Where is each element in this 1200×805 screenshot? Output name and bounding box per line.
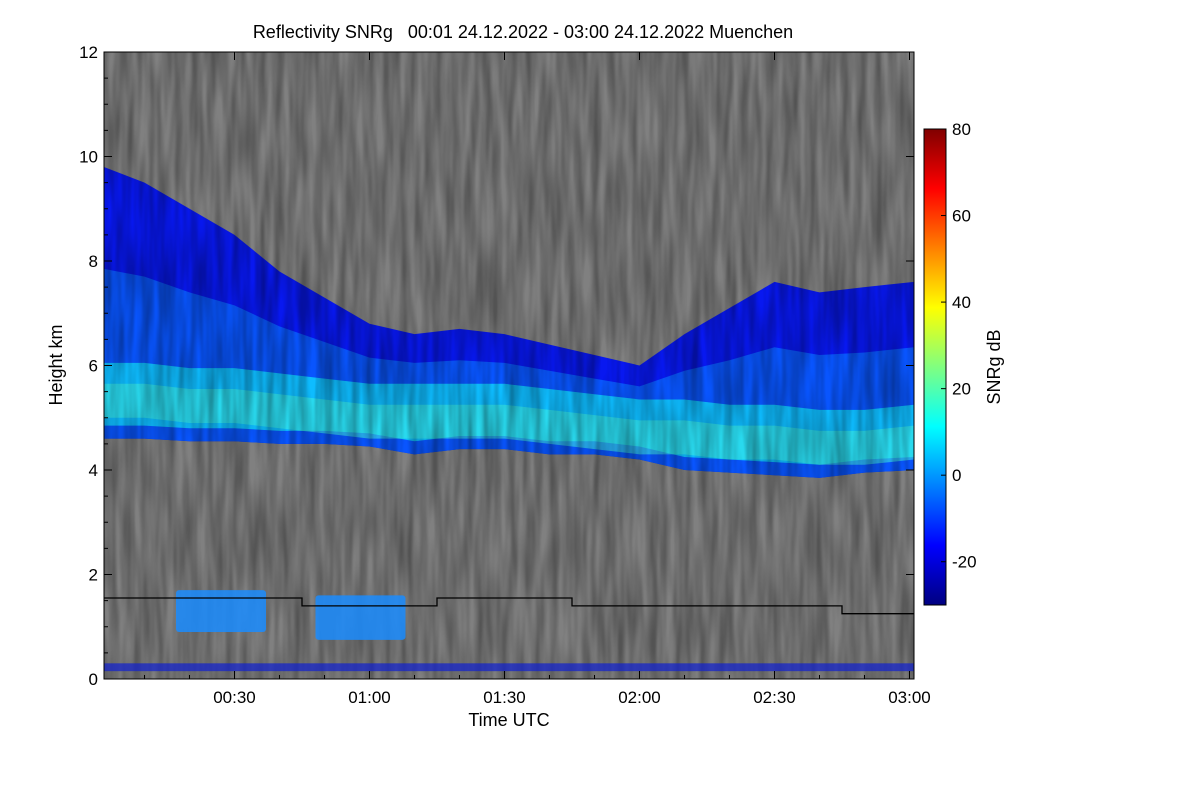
colorbar-scale [923, 128, 947, 606]
y-tick-label: 0 [89, 670, 98, 689]
y-tick-label: 6 [89, 357, 98, 376]
low-echo-2 [315, 595, 406, 640]
colorbar-tick-label: 80 [952, 120, 971, 139]
colorbar-tick-label: 60 [952, 207, 971, 226]
boundary-line [104, 597, 914, 615]
chart-title: Reflectivity SNRg 00:01 24.12.2022 - 03:… [252, 22, 794, 42]
cloud-texture [104, 52, 914, 679]
x-tick-label: 00:30 [213, 688, 256, 707]
x-tick-label: 01:30 [483, 688, 526, 707]
x-tick-label: 02:30 [753, 688, 796, 707]
low-echo-1 [176, 590, 266, 632]
y-tick-label: 10 [79, 148, 98, 167]
colorbar-tick-label: 0 [952, 466, 961, 485]
y-tick-label: 8 [89, 252, 98, 271]
y-tick-label: 4 [89, 461, 98, 480]
colorbar-tick-label: 20 [952, 380, 971, 399]
y-tick-label: 12 [79, 43, 98, 62]
x-tick-label: 02:00 [618, 688, 661, 707]
colorbar-label: SNRg dB [984, 329, 1004, 404]
colorbar-tick-label: 40 [952, 293, 971, 312]
colorbar-tick-label: -20 [952, 553, 977, 572]
ground-clutter [104, 663, 914, 672]
x-axis-label: Time UTC [468, 710, 549, 730]
x-tick-label: 03:00 [888, 688, 931, 707]
y-axis-label: Height km [46, 324, 66, 405]
y-tick-label: 2 [89, 566, 98, 585]
x-tick-label: 01:00 [348, 688, 391, 707]
